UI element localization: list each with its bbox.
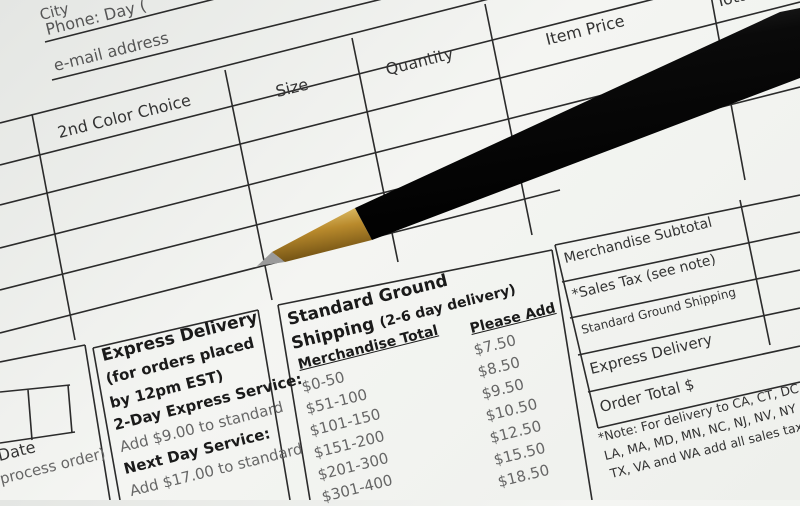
pen-body-icon: [355, 8, 800, 240]
pen-band-icon: [272, 208, 372, 262]
pen-tip-icon: [257, 252, 285, 266]
